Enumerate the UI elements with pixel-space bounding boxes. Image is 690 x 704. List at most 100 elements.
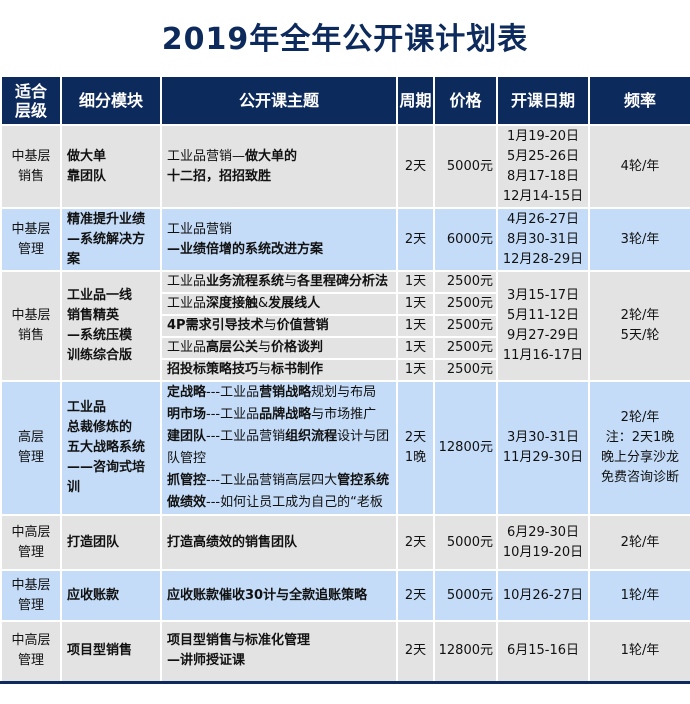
price-cell: 2500元 — [433, 358, 498, 382]
topic-segment: ---工业品 — [206, 407, 260, 422]
topic-segment: 各里程碑分析法 — [297, 274, 389, 289]
period-cell: 1天 — [396, 292, 435, 316]
sub-row: 工业品高层公关与价格谈判 1天 2500元 — [1, 336, 690, 360]
cell-line: 免费咨询诊断 — [600, 470, 679, 485]
topic-segment: ---工业品营销 — [206, 429, 286, 444]
topic-line: 工业品营销 — [167, 220, 393, 240]
table-row: 中基层 管理 精准提升业绩 —系统解决方案 工业品营销 —业绩倍增的系统改进方案 2天 600… — [0, 207, 690, 272]
cell-line: 训练综合版 — [67, 348, 133, 363]
cell-line: 晚上分享沙龙 — [600, 450, 679, 465]
cell-line: 管理 — [17, 653, 44, 669]
price-cell: 5000元 — [433, 569, 498, 622]
topic-segment: 业务流程系统 — [206, 274, 285, 289]
header-topic: 公开课主题 — [160, 75, 398, 126]
period-cell: 1天 — [396, 358, 435, 382]
price-cell: 5000元 — [433, 124, 498, 209]
cell-line: 6月29-30日 — [506, 524, 580, 540]
price-cell: 2500元 — [433, 336, 498, 360]
cell-line: 5月25-26日 — [506, 148, 580, 164]
topic-segment: 工业品营销— — [167, 148, 246, 164]
header-level: 适合 层级 — [0, 75, 62, 126]
topic-segment: 与 — [258, 340, 272, 355]
cell-line: 做大单 — [67, 148, 107, 164]
topic-segment: 与 — [258, 362, 272, 377]
cell-line: 管理 — [17, 450, 44, 465]
cell-line: 8月30-31日 — [506, 231, 580, 247]
topic-segment: 管控系统 — [337, 473, 390, 488]
topic-segment: —讲师授证课 — [167, 653, 246, 669]
dates-cell: 10月26-27日 — [496, 569, 590, 622]
page-title: 2019年全年公开课计划表 — [161, 22, 529, 57]
table-row: 中基层 销售 工业品一线 销售精英 —系统压模 训练综合版 工业品业务流程系统与各里程碑分析… — [0, 270, 690, 382]
topic-segment: 工业品营销 — [167, 221, 233, 237]
price-cell: 6000元 — [433, 207, 498, 272]
topic-segment: ---工业品 — [206, 385, 260, 400]
cell-line: 工业品 — [67, 400, 107, 415]
cell-line: —系统解决方案 — [67, 231, 146, 267]
dates-cell: 1月19-20日 5月25-26日 8月17-18日 12月14-15日 — [496, 124, 590, 209]
cell-line: 中基层 — [11, 221, 51, 237]
topic-segment: 与市场推广 — [311, 407, 377, 422]
topic-segment: 明市场 — [167, 407, 207, 422]
cell-line: 11月16-17日 — [502, 348, 584, 363]
cell-line: 1轮/年 — [620, 587, 660, 603]
cell-line: 5天/轮 — [620, 328, 660, 343]
frequency-cell: 1轮/年 — [588, 569, 690, 622]
topic-line: 明市场---工业品品牌战略与市场推广 — [167, 404, 393, 426]
cell-line: 1月19-20日 — [506, 128, 580, 144]
cell-line: 10月26-27日 — [502, 587, 584, 603]
topic-segment: 项目型销售与标准化管理 — [167, 633, 311, 649]
topic-line: 做绩效---如何让员工成为自己的“老板 — [167, 492, 393, 514]
price-cell: 2500元 — [433, 292, 498, 316]
topic-segment: 十二招，招招致胜 — [167, 168, 272, 184]
topic-cell: 工业品高层公关与价格谈判 — [160, 336, 398, 360]
topic-segment: 工业品 — [167, 274, 207, 289]
topic-segment: ---如何让员工成为自己的“老板 — [206, 495, 383, 510]
cell-line: 6月15-16日 — [506, 643, 580, 659]
topic-line: —业绩倍增的系统改进方案 — [167, 240, 393, 260]
cell-line: 精准提升业绩 — [67, 211, 146, 227]
topic-cell: 招投标策略技巧与标书制作 — [160, 358, 398, 382]
topic-segment: 组织流程 — [285, 429, 338, 444]
sub-row: 4P需求引导技术与价值营销 1天 2500元 — [1, 314, 690, 338]
cell-line: 12月14-15日 — [502, 188, 584, 204]
header-row: 适合 层级 细分模块 公开课主题 周期 价格 开课日期 频率 — [0, 75, 690, 126]
module-cell: 打造团队 — [60, 514, 162, 571]
sub-row: 招投标策略技巧与标书制作 1天 2500元 — [1, 358, 690, 382]
topic-segment: —业绩倍增的系统改进方案 — [167, 241, 324, 257]
level-cell: 中基层 销售 — [0, 124, 62, 209]
header-module: 细分模块 — [60, 75, 162, 126]
topic-cell: 工业品营销 —业绩倍增的系统改进方案 — [160, 207, 398, 272]
period-cell: 2天 — [396, 569, 435, 622]
topic-cell: 打造高绩效的销售团队 — [160, 514, 398, 571]
topic-segment: 设计与团队管控 — [167, 429, 390, 466]
cell-line: 4月26-27日 — [506, 211, 580, 227]
cell-line: 管理 — [17, 597, 44, 613]
dates-cell: 6月29-30日 10月19-20日 — [496, 514, 590, 571]
topic-segment: 标书制作 — [271, 362, 324, 377]
topic-cell: 应收账款催收30计与全款追账策略 — [160, 569, 398, 622]
cell-line: 2轮/年 — [620, 534, 660, 550]
cell-line: 中基层 — [11, 308, 51, 323]
level-cell: 中高层 管理 — [0, 620, 62, 683]
topic-line: 建团队---工业品营销组织流程设计与团队管控 — [167, 426, 393, 470]
dates-cell: 6月15-16日 — [496, 620, 590, 683]
header-price: 价格 — [433, 75, 498, 126]
level-cell: 中基层 销售 — [0, 270, 62, 382]
cell-line: 5月11-12日 — [506, 308, 580, 323]
topic-line: —讲师授证课 — [167, 651, 393, 671]
price-cell: 5000元 — [433, 514, 498, 571]
cell-line: 1轮/年 — [620, 643, 660, 659]
period-cell: 2天 — [396, 620, 435, 683]
frequency-cell: 4轮/年 — [588, 124, 690, 209]
topic-segment: 做绩效 — [167, 495, 207, 510]
topic-segment: 做大单的 — [245, 148, 298, 164]
cell-line: 中基层 — [11, 148, 51, 164]
frequency-cell: 2轮/年 — [588, 514, 690, 571]
price-cell: 12800元 — [433, 620, 498, 683]
dates-cell: 3月15-17日 5月11-12日 9月27-29日 11月16-17日 — [496, 270, 590, 382]
period-cell: 2天 — [396, 514, 435, 571]
cell-line: 靠团队 — [67, 168, 107, 184]
cell-line: 管理 — [17, 544, 44, 560]
topic-segment: 与 — [263, 318, 277, 333]
